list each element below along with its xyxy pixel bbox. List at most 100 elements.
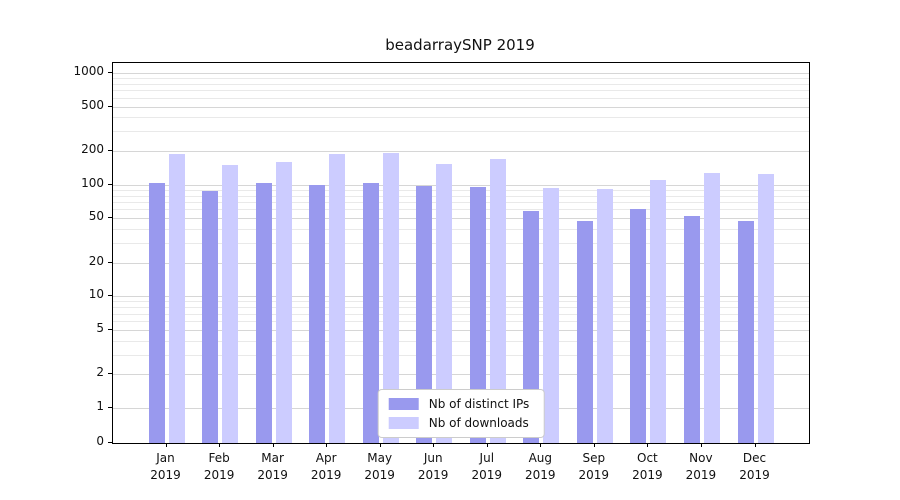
gridline xyxy=(113,209,809,211)
bar-distinct-ips xyxy=(683,216,700,443)
bar-downloads xyxy=(543,187,560,443)
bar-distinct-ips xyxy=(362,182,379,443)
gridline xyxy=(113,354,809,356)
bar-distinct-ips xyxy=(416,185,433,443)
y-tick-label: 0 xyxy=(96,434,104,448)
x-tick-mark xyxy=(593,443,595,447)
y-tick-label: 20 xyxy=(88,253,104,268)
y-tick-label: 1 xyxy=(96,399,104,413)
bar-downloads xyxy=(436,164,453,443)
gridline xyxy=(113,195,809,197)
gridline xyxy=(113,202,809,203)
x-tick-mark xyxy=(272,443,274,447)
gridline xyxy=(113,189,809,191)
gridline xyxy=(113,243,809,245)
y-tick-mark xyxy=(108,217,112,219)
gridline xyxy=(113,97,809,99)
x-tick-label: Nov 2019 xyxy=(685,451,717,482)
y-tick-label: 10 xyxy=(88,287,104,302)
x-tick-mark xyxy=(326,443,328,447)
x-tick-label: Sep 2019 xyxy=(578,451,610,482)
bar-distinct-ips xyxy=(576,221,593,443)
gridline xyxy=(113,78,809,80)
gridline xyxy=(113,229,809,231)
bar-downloads xyxy=(222,165,239,443)
legend-label-distinct-ips: Nb of distinct IPs xyxy=(428,397,530,411)
y-tick-mark xyxy=(108,295,112,297)
legend: Nb of distinct IPs Nb of downloads xyxy=(377,389,545,438)
x-tick-mark xyxy=(647,443,649,447)
gridline xyxy=(113,329,809,331)
bar-distinct-ips xyxy=(309,184,326,443)
bar-distinct-ips xyxy=(202,190,219,443)
x-tick-mark xyxy=(754,443,756,447)
gridline xyxy=(113,131,809,133)
gridline xyxy=(113,301,809,303)
bar-downloads xyxy=(489,158,506,443)
y-tick-mark xyxy=(108,72,112,73)
x-tick-label: Jan 2019 xyxy=(150,451,181,482)
bar-downloads xyxy=(650,180,667,443)
y-tick-mark xyxy=(108,373,112,375)
x-tick-mark xyxy=(540,443,542,447)
x-tick-label: Apr 2019 xyxy=(310,451,342,482)
y-tick-mark xyxy=(108,150,112,152)
x-tick-mark xyxy=(165,443,167,447)
x-tick-label: May 2019 xyxy=(364,451,395,482)
y-tick-label: 100 xyxy=(81,175,104,190)
gridline xyxy=(113,321,809,323)
gridline xyxy=(113,90,809,92)
gridline xyxy=(113,73,809,74)
chart-title: beadarraySNP 2019 xyxy=(385,36,535,54)
gridline xyxy=(113,83,809,85)
y-tick-mark xyxy=(108,442,112,443)
gridline xyxy=(113,262,809,264)
x-tick-mark xyxy=(433,443,435,447)
gridline xyxy=(113,340,809,342)
plot-area: Nb of distinct IPs Nb of downloads xyxy=(112,62,810,444)
x-tick-label: Dec 2019 xyxy=(739,451,770,482)
bar-downloads xyxy=(168,153,185,443)
x-tick-mark xyxy=(700,443,702,447)
bar-distinct-ips xyxy=(148,182,165,443)
bar-downloads xyxy=(703,172,720,443)
legend-swatch-downloads xyxy=(388,417,419,429)
gridline xyxy=(113,218,809,220)
y-tick-mark xyxy=(108,105,112,107)
y-tick-label: 1000 xyxy=(73,64,104,78)
x-tick-label: Jun 2019 xyxy=(417,451,449,482)
bar-downloads xyxy=(329,154,346,443)
x-tick-label: Mar 2019 xyxy=(257,451,288,482)
x-tick-label: Jul 2019 xyxy=(471,451,503,482)
bar-distinct-ips xyxy=(630,209,647,443)
bar-distinct-ips xyxy=(737,221,754,443)
bar-downloads xyxy=(757,173,774,443)
x-tick-mark xyxy=(379,443,381,447)
bar-downloads xyxy=(596,188,613,443)
y-tick-mark xyxy=(108,328,112,330)
x-tick-mark xyxy=(219,443,221,447)
legend-label-downloads: Nb of downloads xyxy=(428,416,529,430)
gridline xyxy=(113,184,809,186)
gridline xyxy=(113,296,809,298)
bar-downloads xyxy=(275,161,292,443)
gridline xyxy=(113,151,809,153)
legend-item-distinct-ips: Nb of distinct IPs xyxy=(388,397,530,411)
bar-downloads xyxy=(382,152,399,443)
x-tick-label: Aug 2019 xyxy=(525,451,556,482)
y-tick-label: 50 xyxy=(88,209,104,224)
y-tick-label: 500 xyxy=(81,97,104,112)
y-tick-mark xyxy=(108,407,112,408)
gridline xyxy=(113,117,809,119)
x-tick-mark xyxy=(486,443,488,447)
y-tick-label: 5 xyxy=(96,320,104,335)
x-tick-label: Oct 2019 xyxy=(632,451,663,482)
y-tick-mark xyxy=(108,183,112,185)
y-tick-label: 2 xyxy=(96,365,104,380)
x-tick-label: Feb 2019 xyxy=(203,451,235,482)
y-tick-mark xyxy=(108,261,112,263)
y-tick-label: 200 xyxy=(81,142,104,157)
gridline xyxy=(113,313,809,315)
bar-distinct-ips xyxy=(255,183,272,443)
